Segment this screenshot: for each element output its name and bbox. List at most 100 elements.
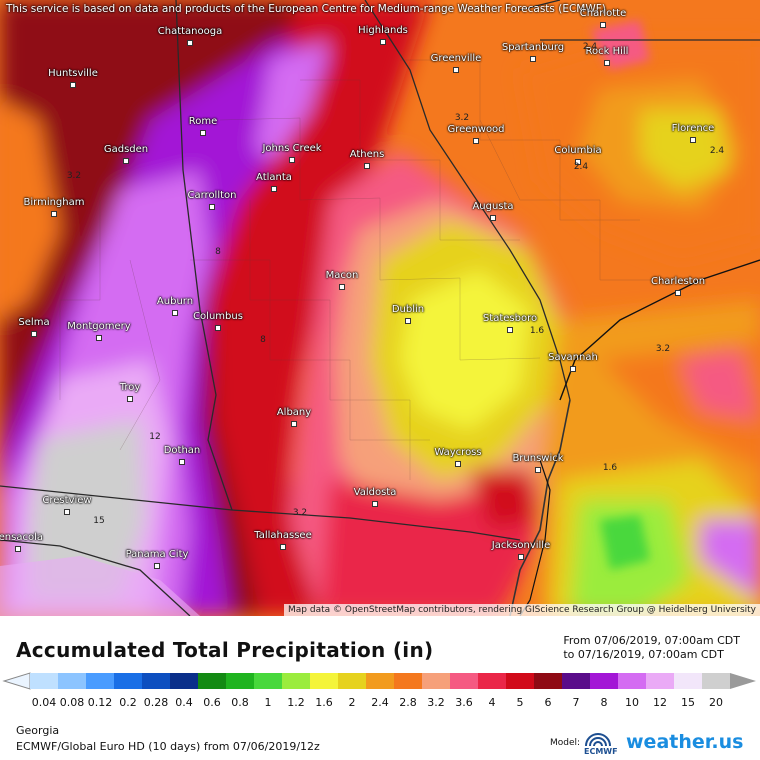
city-marker: [690, 137, 696, 143]
city-label: Savannah: [548, 352, 598, 363]
scale-swatch: [254, 673, 283, 689]
contour-value-label: 3.2: [66, 171, 82, 181]
scale-tick-label: 2.4: [371, 696, 389, 709]
scale-swatch: [226, 673, 255, 689]
city-marker: [215, 325, 221, 331]
city-marker: [675, 290, 681, 296]
city-label: Atlanta: [256, 172, 292, 183]
city-label: Waycross: [434, 447, 482, 458]
scale-swatch: [674, 673, 703, 689]
city-label: Gadsden: [103, 144, 149, 155]
city-marker: [380, 39, 386, 45]
city-label: Selma: [18, 317, 50, 328]
scale-swatch: [506, 673, 535, 689]
city-marker: [280, 544, 286, 550]
city-marker: [51, 211, 57, 217]
city-marker: [530, 56, 536, 62]
city-marker: [200, 130, 206, 136]
scale-swatch: [282, 673, 311, 689]
scale-swatch: [422, 673, 451, 689]
city-marker: [600, 22, 606, 28]
city-marker: [96, 335, 102, 341]
city-marker: [179, 459, 185, 465]
city-label: Highlands: [358, 25, 408, 36]
city-label: Brunswick: [512, 453, 564, 464]
city-label: Greenville: [430, 53, 482, 64]
scale-tick-label: 3.2: [427, 696, 445, 709]
scale-tick-label: 1: [264, 696, 272, 709]
model-caption: Model:: [550, 738, 581, 748]
city-label: Chattanooga: [157, 26, 223, 37]
scale-swatch: [478, 673, 507, 689]
scale-tick-label: 0.12: [87, 696, 113, 709]
city-marker: [575, 159, 581, 165]
city-label: Charleston: [650, 276, 706, 287]
city-label: Dothan: [163, 445, 201, 456]
map-attribution: Map data © OpenStreetMap contributors, r…: [284, 604, 760, 616]
city-label: Panama City: [125, 549, 189, 560]
scale-swatch: [58, 673, 87, 689]
scale-swatch: [562, 673, 591, 689]
scale-tick-label: 0.2: [119, 696, 137, 709]
city-marker: [473, 138, 479, 144]
city-label: Rock Hill: [585, 46, 629, 57]
city-label: Jacksonville: [491, 540, 551, 551]
contour-value-label: 12: [149, 432, 161, 442]
city-marker: [405, 318, 411, 324]
city-label: Tallahassee: [254, 530, 312, 541]
city-label: Albany: [276, 407, 312, 418]
contour-value-label: 1.6: [529, 326, 545, 336]
city-label: Athens: [349, 149, 385, 160]
scale-tick-label: 10: [625, 696, 639, 709]
city-marker: [123, 158, 129, 164]
weather-us-logo[interactable]: weather.us: [626, 731, 744, 753]
scale-tick-label: 0.04: [31, 696, 57, 709]
precipitation-map: This service is based on data and produc…: [0, 0, 760, 616]
city-marker: [31, 331, 37, 337]
scale-tick-label: 0.6: [203, 696, 221, 709]
city-label: Auburn: [156, 296, 194, 307]
city-label: Valdosta: [353, 487, 397, 498]
city-label: Huntsville: [48, 68, 98, 79]
city-label: Montgomery: [67, 321, 131, 332]
scale-tick-label: 6: [544, 696, 552, 709]
city-label: Troy: [119, 382, 141, 393]
contour-value-label: 2.4: [573, 162, 589, 172]
scale-swatch: [142, 673, 171, 689]
city-marker: [535, 467, 541, 473]
city-label: Birmingham: [23, 197, 85, 208]
city-marker: [209, 204, 215, 210]
time-range: From 07/06/2019, 07:00am CDT to 07/16/20…: [563, 634, 740, 662]
city-label: Charlotte: [579, 8, 627, 19]
city-label: Johns Creek: [262, 143, 322, 154]
scale-swatch: [198, 673, 227, 689]
city-marker: [372, 501, 378, 507]
ecmwf-logo-icon: [585, 733, 611, 747]
contour-value-label: 3.2: [292, 508, 308, 518]
city-label: Columbus: [193, 311, 243, 322]
scale-tick-label: 20: [709, 696, 723, 709]
scale-swatch: [114, 673, 143, 689]
scale-swatch: [86, 673, 115, 689]
scale-arrow-high: [730, 673, 756, 689]
city-marker: [271, 186, 277, 192]
contour-value-label: 1.6: [602, 463, 618, 473]
scale-tick-label: 7: [572, 696, 580, 709]
contour-value-label: 15: [93, 516, 105, 526]
contour-value-label: 3.2: [655, 344, 671, 354]
city-marker: [70, 82, 76, 88]
city-marker: [15, 546, 21, 552]
city-label: Greenwood: [447, 124, 505, 135]
scale-tick-label: 15: [681, 696, 695, 709]
city-label: Crestview: [42, 495, 92, 506]
city-marker: [127, 396, 133, 402]
city-marker: [518, 554, 524, 560]
scale-swatch: [338, 673, 367, 689]
precipitation-field: [0, 0, 760, 616]
city-label: Macon: [325, 270, 359, 281]
scale-tick-label: 0.8: [231, 696, 249, 709]
scale-swatch: [534, 673, 563, 689]
city-marker: [490, 215, 496, 221]
city-marker: [339, 284, 345, 290]
contour-value-label: 8: [215, 247, 221, 257]
